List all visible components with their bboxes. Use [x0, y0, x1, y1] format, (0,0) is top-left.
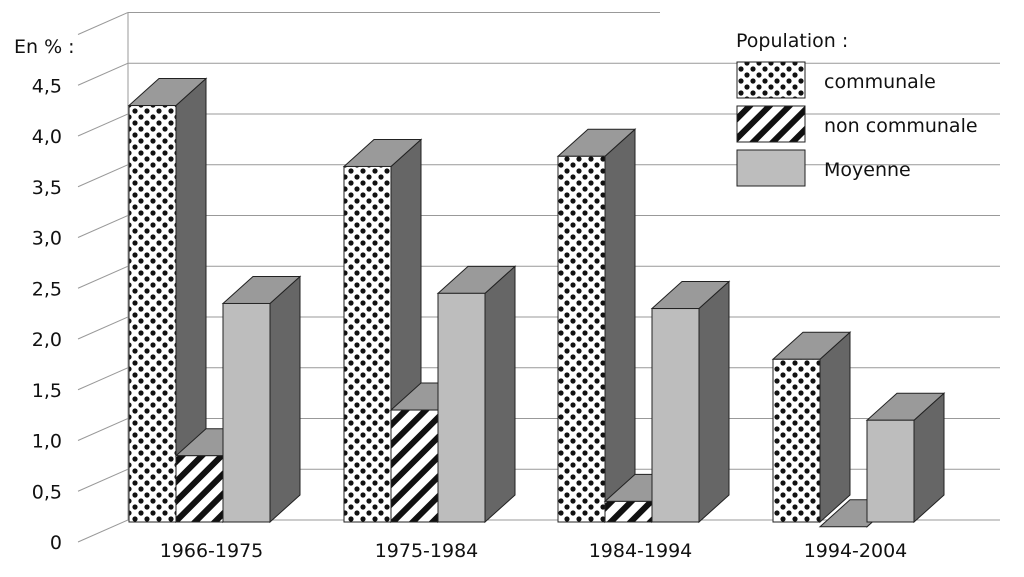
gridline-diagonal — [77, 12, 129, 35]
bar — [556, 128, 637, 524]
x-category-label: 1994-2004 — [804, 540, 908, 562]
legend-label: Moyenne — [824, 159, 911, 181]
x-category-label: 1966-1975 — [160, 540, 264, 562]
y-tick-label: 3,0 — [32, 228, 62, 250]
legend-swatch — [736, 61, 806, 99]
bars — [127, 77, 946, 528]
bar-side — [604, 128, 636, 524]
bar — [650, 280, 731, 524]
legend-swatch — [736, 105, 806, 143]
bar-front — [128, 105, 177, 523]
y-tick-label: 4,0 — [32, 126, 62, 148]
bar-front — [604, 500, 653, 523]
bar-front — [772, 358, 821, 523]
bar — [436, 265, 517, 524]
legend: Population : communale non communale Moyen… — [736, 30, 978, 187]
y-tick-label: 2,5 — [32, 278, 62, 300]
bar-front — [651, 308, 700, 523]
legend-label: non communale — [824, 115, 978, 137]
y-axis-ticks: 0 0,5 1,0 1,5 2,0 2,5 3,0 3,5 4,0 4,5 — [32, 75, 62, 554]
bar — [221, 275, 302, 524]
y-tick-label: 1,5 — [32, 380, 62, 402]
gridline-diagonal — [77, 113, 129, 137]
y-tick-label: 4,5 — [32, 75, 62, 97]
legend-label: communale — [824, 71, 936, 93]
gridline-diagonal — [77, 468, 129, 492]
bar — [865, 392, 946, 524]
gridline-diagonal — [77, 62, 129, 86]
gridline-diagonal — [77, 367, 129, 391]
y-tick-label: 3,5 — [32, 177, 62, 199]
bar-front — [343, 165, 392, 523]
legend-item: non communale — [736, 105, 978, 143]
y-tick-label: 0 — [50, 532, 62, 554]
gridline-diagonal — [77, 316, 129, 340]
x-category-label: 1984-1994 — [589, 540, 693, 562]
bar — [127, 77, 208, 524]
bar-side — [819, 331, 851, 524]
legend-item: communale — [736, 61, 936, 99]
bar-side — [484, 265, 516, 524]
legend-title: Population : — [736, 30, 848, 52]
gridline-diagonal — [77, 215, 129, 238]
unit-label: En % : — [14, 36, 75, 58]
bar-front — [866, 419, 915, 523]
gridline-diagonal — [77, 265, 129, 289]
x-category-label: 1975-1984 — [375, 540, 479, 562]
legend-swatch — [736, 149, 806, 187]
bar — [771, 331, 852, 524]
bar-front — [222, 302, 271, 523]
gridline-diagonal — [77, 418, 129, 441]
legend-item: Moyenne — [736, 149, 911, 187]
bar-front — [175, 455, 224, 523]
y-tick-label: 0,5 — [32, 481, 62, 503]
bar-front — [437, 292, 486, 523]
y-tick-label: 2,0 — [32, 329, 62, 351]
x-axis-categories: 1966-1975 1975-1984 1984-1994 1994-2004 — [160, 540, 908, 562]
bar-side — [269, 275, 301, 524]
bar-front — [390, 409, 439, 523]
gridline-diagonal — [77, 164, 129, 188]
gridline-diagonal — [77, 519, 129, 543]
bar-side — [698, 280, 730, 524]
bar-front — [557, 155, 606, 523]
y-tick-label: 1,0 — [32, 431, 62, 453]
